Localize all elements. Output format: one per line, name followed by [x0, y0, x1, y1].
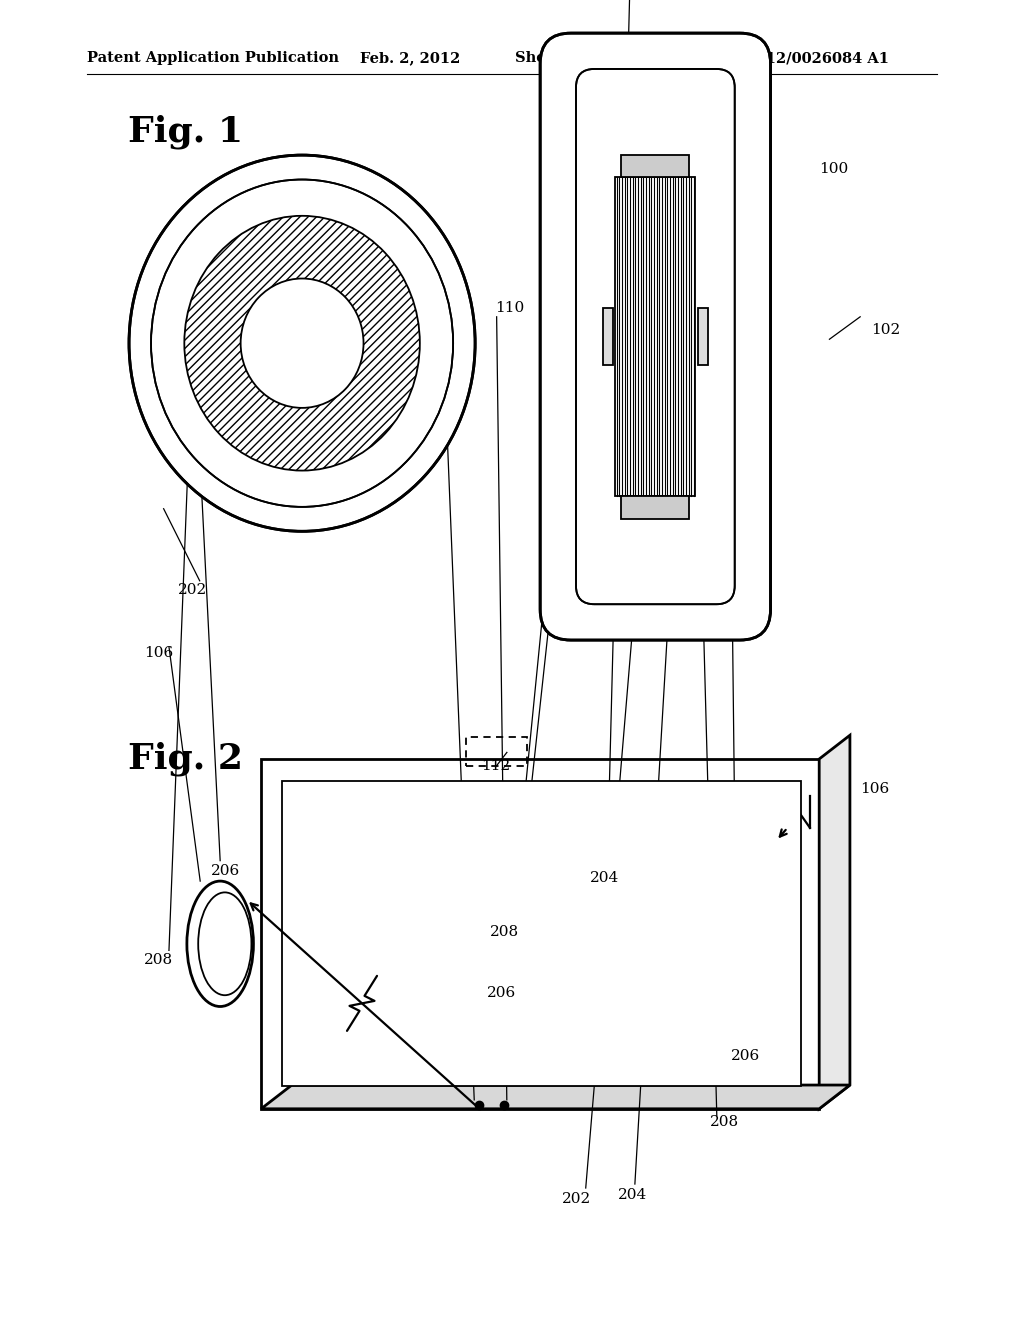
Text: 100: 100: [819, 162, 849, 176]
Polygon shape: [819, 735, 850, 1109]
Ellipse shape: [241, 279, 364, 408]
Text: 112: 112: [481, 759, 510, 772]
Text: Patent Application Publication: Patent Application Publication: [87, 51, 339, 65]
Text: 206: 206: [731, 1049, 760, 1063]
Text: 204: 204: [590, 871, 618, 884]
Text: 202: 202: [562, 1192, 591, 1205]
Text: Fig. 1: Fig. 1: [128, 115, 243, 149]
Text: 104: 104: [231, 323, 260, 337]
Polygon shape: [602, 308, 612, 366]
Text: Sheet 1 of 4: Sheet 1 of 4: [515, 51, 613, 65]
Polygon shape: [282, 781, 801, 1086]
Text: Feb. 2, 2012: Feb. 2, 2012: [360, 51, 461, 65]
Text: 102: 102: [871, 323, 900, 337]
Text: 206: 206: [211, 865, 240, 878]
Polygon shape: [615, 177, 695, 496]
Text: 110: 110: [496, 301, 524, 314]
Text: Fig. 2: Fig. 2: [128, 742, 243, 776]
Text: US 2012/0026084 A1: US 2012/0026084 A1: [717, 51, 889, 65]
Text: 106: 106: [144, 647, 173, 660]
Ellipse shape: [199, 892, 252, 995]
Text: 108: 108: [411, 301, 439, 314]
Polygon shape: [622, 496, 689, 519]
Ellipse shape: [129, 156, 475, 531]
FancyBboxPatch shape: [541, 33, 770, 640]
Ellipse shape: [184, 215, 420, 471]
Text: 208: 208: [144, 953, 173, 966]
Text: 202: 202: [178, 583, 207, 597]
Ellipse shape: [186, 882, 254, 1006]
Polygon shape: [261, 759, 819, 1109]
Text: 206: 206: [487, 986, 516, 999]
Text: 106: 106: [860, 783, 890, 796]
Text: 208: 208: [490, 925, 519, 939]
Polygon shape: [698, 308, 709, 366]
Ellipse shape: [152, 180, 453, 507]
Polygon shape: [622, 154, 689, 177]
Text: 208: 208: [711, 1115, 739, 1129]
Polygon shape: [261, 1085, 850, 1109]
Text: 204: 204: [618, 1188, 647, 1201]
FancyBboxPatch shape: [575, 69, 735, 605]
